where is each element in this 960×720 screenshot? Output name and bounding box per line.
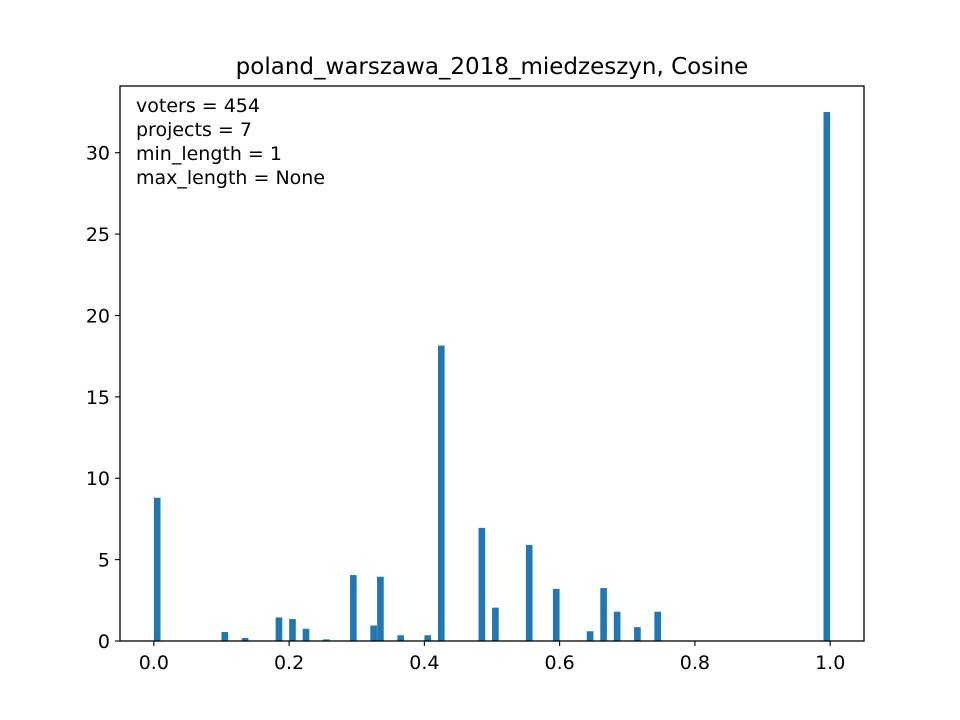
y-tick-label: 0 bbox=[98, 631, 110, 653]
histogram-bar bbox=[350, 575, 357, 641]
histogram-bar bbox=[153, 497, 161, 641]
histogram-bar bbox=[377, 576, 384, 641]
y-tick-label: 25 bbox=[86, 224, 110, 246]
histogram-bar bbox=[478, 527, 486, 641]
stats-annotation-line: projects = 7 bbox=[136, 119, 252, 141]
x-tick-label: 0.4 bbox=[409, 652, 439, 674]
y-tick-label: 30 bbox=[86, 143, 110, 165]
histogram-bar bbox=[289, 619, 296, 641]
x-axis: 0.0 0.2 0.4 0.6 0.8 1.0 bbox=[139, 641, 845, 674]
histogram-bar bbox=[221, 632, 229, 641]
histogram-bar bbox=[492, 607, 499, 641]
y-tick-label: 15 bbox=[86, 387, 110, 409]
chart-title: poland_warszawa_2018_miedzeszyn, Cosine bbox=[236, 54, 749, 80]
histogram-bars bbox=[153, 112, 831, 642]
histogram-bar bbox=[302, 628, 310, 641]
y-tick-label: 5 bbox=[98, 550, 110, 572]
histogram-bar bbox=[437, 345, 445, 641]
histogram-bar bbox=[275, 617, 283, 641]
y-axis: 0 5 10 15 20 25 30 bbox=[86, 143, 120, 653]
histogram-bar bbox=[613, 611, 621, 641]
x-tick-label: 0.0 bbox=[139, 652, 169, 674]
histogram-bar bbox=[397, 635, 405, 641]
stats-annotation-line: voters = 454 bbox=[136, 95, 260, 117]
histogram-bar bbox=[552, 588, 560, 641]
histogram-bar bbox=[525, 544, 533, 641]
x-tick-label: 0.8 bbox=[680, 652, 710, 674]
histogram-bar bbox=[823, 112, 831, 642]
histogram-bar bbox=[654, 611, 662, 641]
histogram-bar bbox=[241, 638, 249, 641]
y-tick-label: 20 bbox=[86, 305, 110, 327]
histogram-bar bbox=[634, 627, 641, 641]
histogram-bar bbox=[322, 639, 330, 641]
plot-frame bbox=[119, 85, 865, 642]
stats-annotation-line: max_length = None bbox=[136, 167, 325, 189]
histogram-bar bbox=[600, 588, 607, 641]
stats-annotation-line: min_length = 1 bbox=[136, 143, 282, 165]
x-tick-label: 1.0 bbox=[815, 652, 845, 674]
y-tick-label: 10 bbox=[86, 468, 110, 490]
histogram-bar bbox=[370, 625, 377, 641]
x-tick-label: 0.6 bbox=[545, 652, 575, 674]
x-tick-label: 0.2 bbox=[274, 652, 304, 674]
histogram-bar bbox=[424, 635, 432, 641]
histogram-bar bbox=[586, 631, 594, 641]
